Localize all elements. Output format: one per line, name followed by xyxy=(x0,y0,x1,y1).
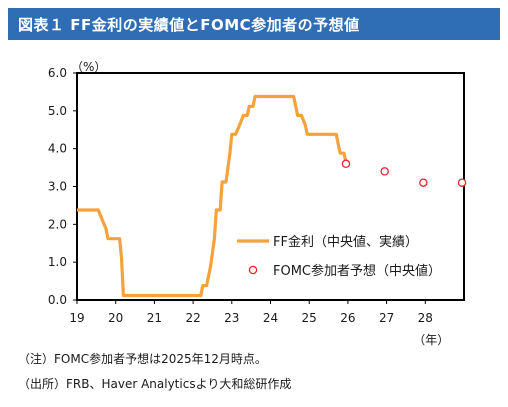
forecast-point xyxy=(380,167,389,176)
forecast-point xyxy=(341,159,351,169)
x-tick-label: 21 xyxy=(147,311,162,325)
x-tick-label: 25 xyxy=(302,311,317,325)
x-tick-label: 26 xyxy=(340,311,355,325)
chart-title: 図表１ FF金利の実績値とFOMC参加者の予想値 xyxy=(18,16,360,34)
x-tick-label: 24 xyxy=(263,311,278,325)
forecast-point xyxy=(419,178,428,187)
y-tick-label: 0.0 xyxy=(48,293,67,307)
plot-frame xyxy=(76,72,465,301)
y-tick-label: 3.0 xyxy=(48,180,67,194)
y-tick-label: 2.0 xyxy=(48,217,67,231)
x-tick-label: 23 xyxy=(224,311,239,325)
ff-rate-chart: 0.0 1.0 2.0 3.0 4.0 5.0 6.0 19 20 21 22 23 24 25 26 27 2… xyxy=(48,60,467,347)
title-bar: 図表１ FF金利の実績値とFOMC参加者の予想値 xyxy=(8,8,500,40)
y-unit-label: （%） xyxy=(71,60,106,74)
y-tick-label: 4.0 xyxy=(48,142,67,156)
x-unit-label: （年） xyxy=(413,333,449,347)
x-tick-label: 28 xyxy=(418,311,433,325)
y-tick-label: 5.0 xyxy=(48,104,67,118)
legend-swatch-forecast xyxy=(248,265,258,275)
x-tick-label: 27 xyxy=(379,311,394,325)
series-line-ff-rate xyxy=(77,94,348,298)
footnote: （注）FOMC参加者予想は2025年12月時点。 xyxy=(18,352,267,366)
legend-label-forecast: FOMC参加者予想（中央値） xyxy=(273,263,441,279)
x-tick-label: 19 xyxy=(69,311,84,325)
forecast-point xyxy=(457,178,467,187)
legend-label-ff-rate: FF金利（中央値、実績） xyxy=(273,234,418,250)
x-tick-label: 20 xyxy=(108,311,123,325)
source-note: （出所）FRB、Haver Analyticsより大和総研作成 xyxy=(18,377,292,391)
y-tick-label: 6.0 xyxy=(48,66,67,80)
y-tick-label: 1.0 xyxy=(48,255,67,269)
x-tick-label: 22 xyxy=(185,311,200,325)
